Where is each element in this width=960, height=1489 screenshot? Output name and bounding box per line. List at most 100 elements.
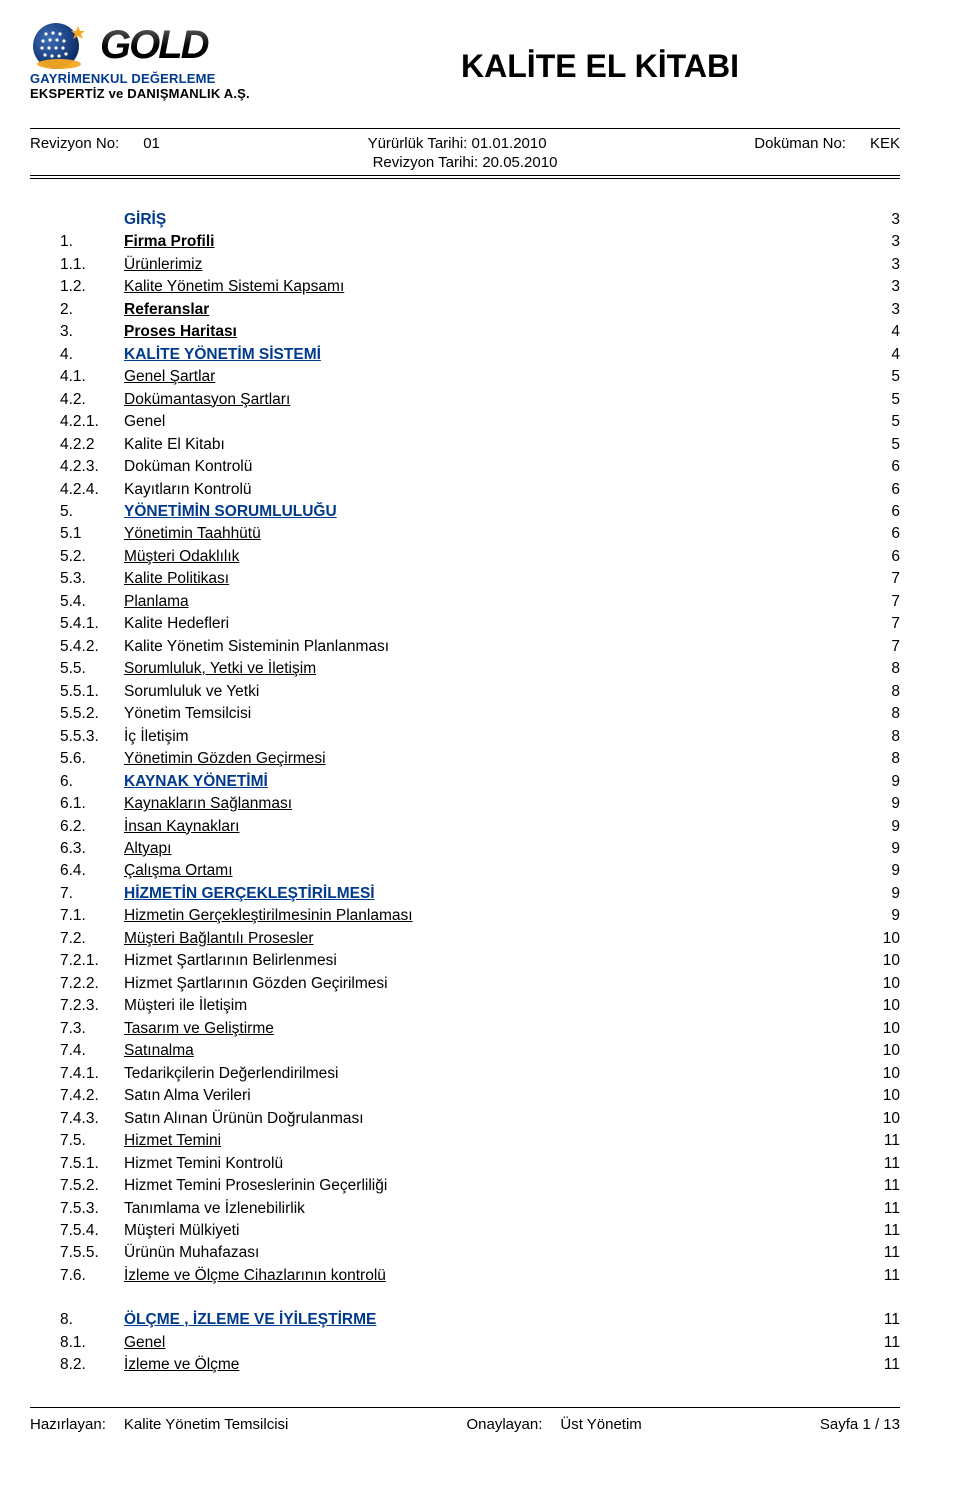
toc-number bbox=[60, 209, 124, 231]
eff-date-label: Yürürlük Tarihi: bbox=[368, 135, 468, 152]
toc-number: 7.6. bbox=[60, 1265, 124, 1287]
toc-page: 9 bbox=[860, 793, 900, 815]
toc-row: 4.2.2Kalite El Kitabı5 bbox=[60, 434, 900, 456]
company-logo: GOLD GAYRİMENKUL DEĞERLEME EKSPERTİZ ve … bbox=[30, 20, 300, 102]
toc-label: Çalışma Ortamı bbox=[124, 860, 860, 882]
toc-page: 11 bbox=[860, 1175, 900, 1197]
toc-label: Yönetimin Taahhütü bbox=[124, 523, 860, 545]
logo-subtitle-2: EKSPERTİZ ve DANIŞMANLIK A.Ş. bbox=[30, 87, 300, 102]
toc-label: Müşteri Bağlantılı Prosesler bbox=[124, 928, 860, 950]
toc-label: Hizmet Şartlarının Belirlenmesi bbox=[124, 950, 860, 972]
toc-number: 4.1. bbox=[60, 366, 124, 388]
toc-label: Referanslar bbox=[124, 299, 860, 321]
toc-label: Yönetimin Gözden Geçirmesi bbox=[124, 748, 860, 770]
toc-label: Hizmet Temini Proseslerinin Geçerliliği bbox=[124, 1175, 860, 1197]
toc-row: 7.4.2.Satın Alma Verileri10 bbox=[60, 1085, 900, 1107]
toc-number: 5.4.1. bbox=[60, 613, 124, 635]
divider bbox=[30, 175, 900, 176]
toc-label: Kalite Yönetim Sistemi Kapsamı bbox=[124, 276, 860, 298]
toc-label: Kalite Politikası bbox=[124, 568, 860, 590]
toc-row: 4.KALİTE YÖNETİM SİSTEMİ4 bbox=[60, 344, 900, 366]
toc-page: 11 bbox=[860, 1153, 900, 1175]
eff-date-value: 01.01.2010 bbox=[472, 135, 547, 152]
toc-number: 4.2.3. bbox=[60, 456, 124, 478]
toc-page: 7 bbox=[860, 613, 900, 635]
toc-row: 5.4.2.Kalite Yönetim Sisteminin Planlanm… bbox=[60, 636, 900, 658]
toc-label: Müşteri Mülkiyeti bbox=[124, 1220, 860, 1242]
prep-label: Hazırlayan: bbox=[30, 1416, 106, 1433]
toc-row: 3.Proses Haritası4 bbox=[60, 321, 900, 343]
toc-row: 4.2.Dokümantasyon Şartları5 bbox=[60, 389, 900, 411]
toc-page: 4 bbox=[860, 344, 900, 366]
toc-label: Ürünün Muhafazası bbox=[124, 1242, 860, 1264]
toc-number: 5.6. bbox=[60, 748, 124, 770]
meta-docno: Doküman No: KEK bbox=[754, 135, 900, 152]
toc-page: 11 bbox=[860, 1354, 900, 1376]
toc-row: 6.KAYNAK YÖNETİMİ9 bbox=[60, 771, 900, 793]
toc-row: 7.5.5.Ürünün Muhafazası11 bbox=[60, 1242, 900, 1264]
toc-label: Ürünlerimiz bbox=[124, 254, 860, 276]
toc-label: HİZMETİN GERÇEKLEŞTİRİLMESİ bbox=[124, 883, 860, 905]
toc-label: KAYNAK YÖNETİMİ bbox=[124, 771, 860, 793]
toc-number: 7.5.4. bbox=[60, 1220, 124, 1242]
toc-page: 6 bbox=[860, 523, 900, 545]
toc-row: 7.2.2.Hizmet Şartlarının Gözden Geçirilm… bbox=[60, 973, 900, 995]
toc-page: 8 bbox=[860, 748, 900, 770]
toc-page: 3 bbox=[860, 276, 900, 298]
toc-row: 8.ÖLÇME , İZLEME VE İYİLEŞTİRME11 bbox=[60, 1309, 900, 1331]
toc-number: 5.2. bbox=[60, 546, 124, 568]
toc-number: 7.3. bbox=[60, 1018, 124, 1040]
toc-label: YÖNETİMİN SORUMLULUĞU bbox=[124, 501, 860, 523]
toc-label: Satınalma bbox=[124, 1040, 860, 1062]
toc-number: 2. bbox=[60, 299, 124, 321]
title-block: KALİTE EL KİTABI bbox=[300, 20, 900, 85]
toc-number: 7.1. bbox=[60, 905, 124, 927]
toc-label: Hizmet Şartlarının Gözden Geçirilmesi bbox=[124, 973, 860, 995]
toc-row: 7.2.Müşteri Bağlantılı Prosesler10 bbox=[60, 928, 900, 950]
toc-row: 5.1Yönetimin Taahhütü6 bbox=[60, 523, 900, 545]
toc-number: 5.5.3. bbox=[60, 726, 124, 748]
toc-row: 5.YÖNETİMİN SORUMLULUĞU6 bbox=[60, 501, 900, 523]
footer: Hazırlayan: Kalite Yönetim Temsilcisi On… bbox=[30, 1408, 900, 1433]
toc-row: 8.1.Genel11 bbox=[60, 1332, 900, 1354]
toc-number: 5.1 bbox=[60, 523, 124, 545]
toc-number: 5.3. bbox=[60, 568, 124, 590]
toc-row: 5.5.2.Yönetim Temsilcisi8 bbox=[60, 703, 900, 725]
toc-label: Kalite El Kitabı bbox=[124, 434, 860, 456]
toc-label: Sorumluluk, Yetki ve İletişim bbox=[124, 658, 860, 680]
toc-label: GİRİŞ bbox=[124, 209, 860, 231]
appr-label: Onaylayan: bbox=[466, 1416, 542, 1433]
toc-page: 3 bbox=[860, 231, 900, 253]
toc-row: 1.Firma Profili3 bbox=[60, 231, 900, 253]
toc-number: 6.4. bbox=[60, 860, 124, 882]
footer-approved-by: Onaylayan: Üst Yönetim bbox=[466, 1416, 641, 1433]
toc-number: 4.2.2 bbox=[60, 434, 124, 456]
toc-page: 11 bbox=[860, 1242, 900, 1264]
toc-label: Dokümantasyon Şartları bbox=[124, 389, 860, 411]
meta-rev-date: Revizyon Tarihi: 20.05.2010 bbox=[30, 154, 900, 175]
toc-page: 9 bbox=[860, 816, 900, 838]
toc-row: 7.1.Hizmetin Gerçekleştirilmesinin Planl… bbox=[60, 905, 900, 927]
doc-no-label: Doküman No: bbox=[754, 135, 846, 152]
toc-label: Kaynakların Sağlanması bbox=[124, 793, 860, 815]
toc-row: 7.2.3.Müşteri ile İletişim10 bbox=[60, 995, 900, 1017]
toc-number: 7.2. bbox=[60, 928, 124, 950]
page-indicator: Sayfa 1 / 13 bbox=[820, 1416, 900, 1433]
toc-number: 7.4.2. bbox=[60, 1085, 124, 1107]
toc-label: Tanımlama ve İzlenebilirlik bbox=[124, 1198, 860, 1220]
toc-number: 4.2. bbox=[60, 389, 124, 411]
toc-row: 7.5.Hizmet Temini11 bbox=[60, 1130, 900, 1152]
toc-page: 11 bbox=[860, 1332, 900, 1354]
toc-page: 9 bbox=[860, 905, 900, 927]
toc-page: 9 bbox=[860, 771, 900, 793]
toc-number: 7.2.3. bbox=[60, 995, 124, 1017]
toc-label: İç İletişim bbox=[124, 726, 860, 748]
toc-label: Planlama bbox=[124, 591, 860, 613]
toc-page: 5 bbox=[860, 366, 900, 388]
toc-label: Genel bbox=[124, 1332, 860, 1354]
toc-page: 6 bbox=[860, 479, 900, 501]
toc-page: 10 bbox=[860, 973, 900, 995]
footer-prepared-by: Hazırlayan: Kalite Yönetim Temsilcisi bbox=[30, 1416, 288, 1433]
toc-page: 10 bbox=[860, 1108, 900, 1130]
toc-page: 9 bbox=[860, 860, 900, 882]
